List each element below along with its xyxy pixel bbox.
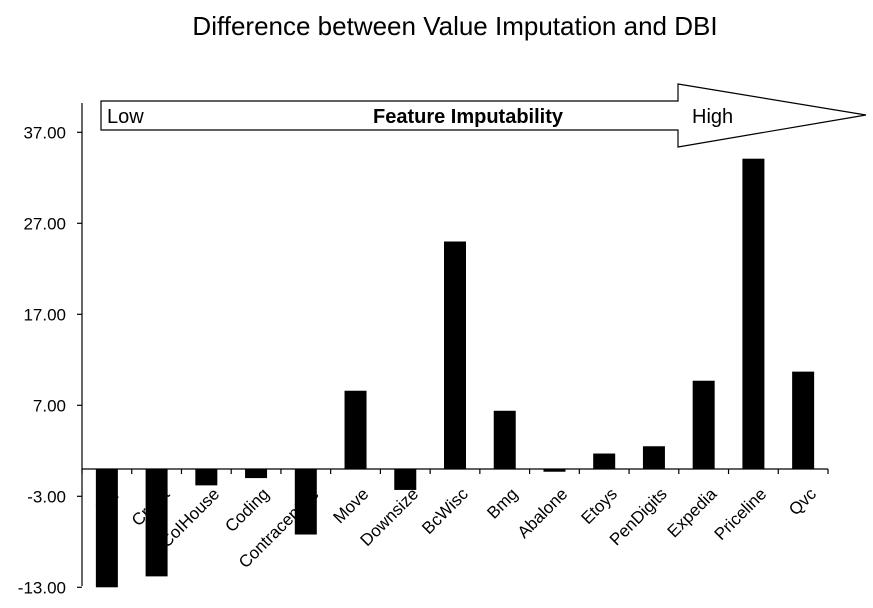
y-tick-label: 7.00 <box>33 396 66 415</box>
x-category-label: Car <box>91 484 124 517</box>
bar <box>593 453 616 469</box>
chart-title: Difference between Value Imputation and … <box>192 11 717 41</box>
x-axis <box>81 468 829 474</box>
x-category-label: Bmg <box>483 484 521 522</box>
arrow-center-label: Feature Imputability <box>373 106 564 128</box>
bar <box>195 469 218 486</box>
arrow-low-label: Low <box>107 106 144 128</box>
y-tick-label: 17.00 <box>23 305 66 324</box>
bar <box>692 380 715 469</box>
imputability-arrow <box>100 83 867 148</box>
y-tick-label: 27.00 <box>23 214 66 233</box>
bars <box>95 158 815 588</box>
y-tick-label: -13.00 <box>18 578 66 597</box>
bar <box>792 371 815 469</box>
bar <box>344 390 367 469</box>
x-category-label: Abalone <box>514 484 572 542</box>
x-category-label: Qvc <box>785 484 820 519</box>
bar <box>493 410 516 469</box>
y-tick-label: 37.00 <box>23 123 66 142</box>
x-category-label: BcWisc <box>418 484 472 538</box>
bar <box>245 469 268 479</box>
x-category-label: Etoys <box>578 484 622 528</box>
bar <box>642 446 665 469</box>
bar <box>742 158 765 469</box>
bar <box>394 469 417 490</box>
bar <box>444 241 466 469</box>
bar <box>543 469 566 472</box>
arrow-high-label: High <box>692 106 733 128</box>
x-category-label: Priceline <box>711 484 771 544</box>
bar <box>145 469 168 577</box>
y-axis: 37.00 27.00 17.00 7.00 -3.00 -13.00 <box>18 103 83 597</box>
bar <box>95 469 118 588</box>
y-tick-label: -3.00 <box>27 487 66 506</box>
bar <box>294 469 317 535</box>
x-category-label: Move <box>330 484 373 527</box>
